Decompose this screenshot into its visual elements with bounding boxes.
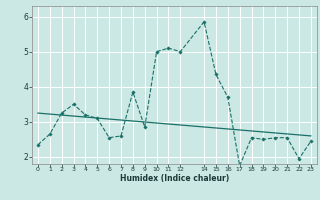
X-axis label: Humidex (Indice chaleur): Humidex (Indice chaleur) — [120, 174, 229, 183]
